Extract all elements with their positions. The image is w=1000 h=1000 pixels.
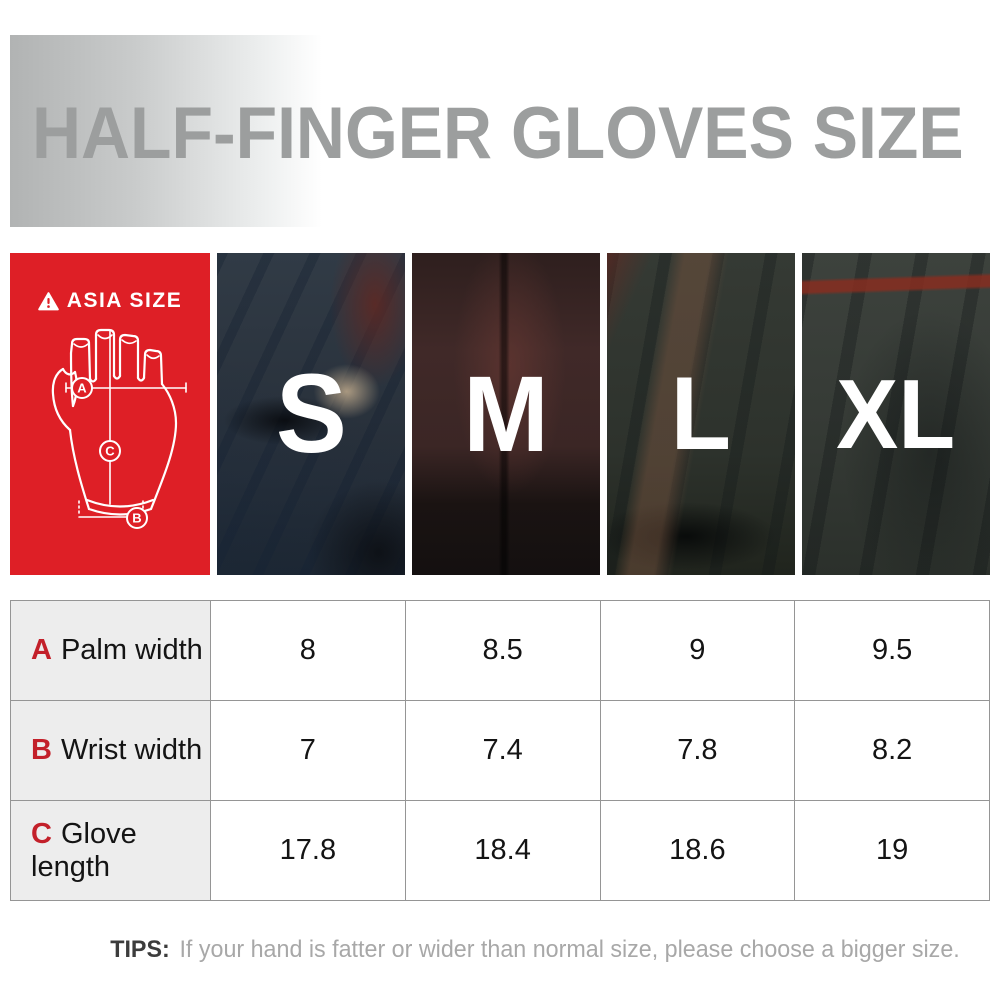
page-title: HALF-FINGER GLOVES SIZE (32, 93, 964, 174)
title-gradient-block (10, 35, 322, 227)
size-table: A Palm width 8 8.5 9 9.5 B Wrist width 7 7… (10, 600, 990, 901)
row-label-text: Wrist width (60, 734, 203, 766)
size-panel-s: S (217, 253, 405, 575)
svg-text:B: B (132, 511, 141, 526)
row-label: B Wrist width (10, 700, 211, 801)
row-marker: C (31, 817, 52, 850)
tips-line: TIPS: If your hand is fatter or wider tha… (50, 936, 1000, 964)
tips-label: TIPS: (110, 936, 170, 963)
table-cell: 17.8 (210, 800, 406, 901)
size-panel-m: M (412, 253, 600, 575)
glove-diagram-panel: A C B ASIA SIZE (10, 253, 210, 575)
table-row-palm-width: A Palm width 8 8.5 9 9.5 (10, 600, 990, 701)
table-cell: 8.5 (404, 600, 601, 701)
row-label-text: Palm width (60, 634, 203, 666)
row-label: C Glove length (10, 800, 211, 901)
table-row-glove-length: C Glove length 17.8 18.4 18.6 19 (10, 800, 990, 901)
table-cell: 18.6 (599, 800, 796, 901)
asia-size-header: ASIA SIZE (10, 289, 210, 313)
size-panel-l: L (607, 253, 795, 575)
table-cell: 7.8 (599, 700, 796, 801)
row-marker: A (31, 634, 52, 666)
table-cell: 8.2 (794, 700, 990, 801)
size-panel-xl: XL (802, 253, 990, 575)
table-cell: 9.5 (794, 600, 990, 701)
size-letter-xl: XL (836, 359, 956, 469)
table-cell: 8 (210, 600, 406, 701)
size-letter-s: S (275, 351, 347, 476)
asia-size-label: ASIA SIZE (66, 289, 183, 312)
size-letter-l: L (670, 356, 732, 472)
table-cell: 7 (210, 700, 406, 801)
marker-b: B (126, 507, 148, 529)
marker-a: A (71, 377, 93, 399)
svg-text:A: A (77, 381, 87, 396)
table-cell: 19 (794, 800, 990, 901)
glove-measurement-diagram: A C B (51, 328, 187, 529)
table-cell: 7.4 (404, 700, 601, 801)
table-cell: 9 (599, 600, 796, 701)
tips-text: If your hand is fatter or wider than nor… (179, 936, 960, 963)
table-row-wrist-width: B Wrist width 7 7.4 7.8 8.2 (10, 700, 990, 801)
warning-triangle-icon (37, 291, 59, 310)
row-label: A Palm width (10, 600, 211, 701)
size-letter-m: M (463, 353, 549, 474)
svg-text:C: C (105, 444, 115, 459)
row-label-text: Glove length (31, 817, 137, 883)
size-panels-row: A C B ASIA SIZE (10, 253, 990, 575)
marker-c: C (99, 440, 121, 462)
table-cell: 18.4 (404, 800, 601, 901)
row-marker: B (31, 734, 52, 766)
